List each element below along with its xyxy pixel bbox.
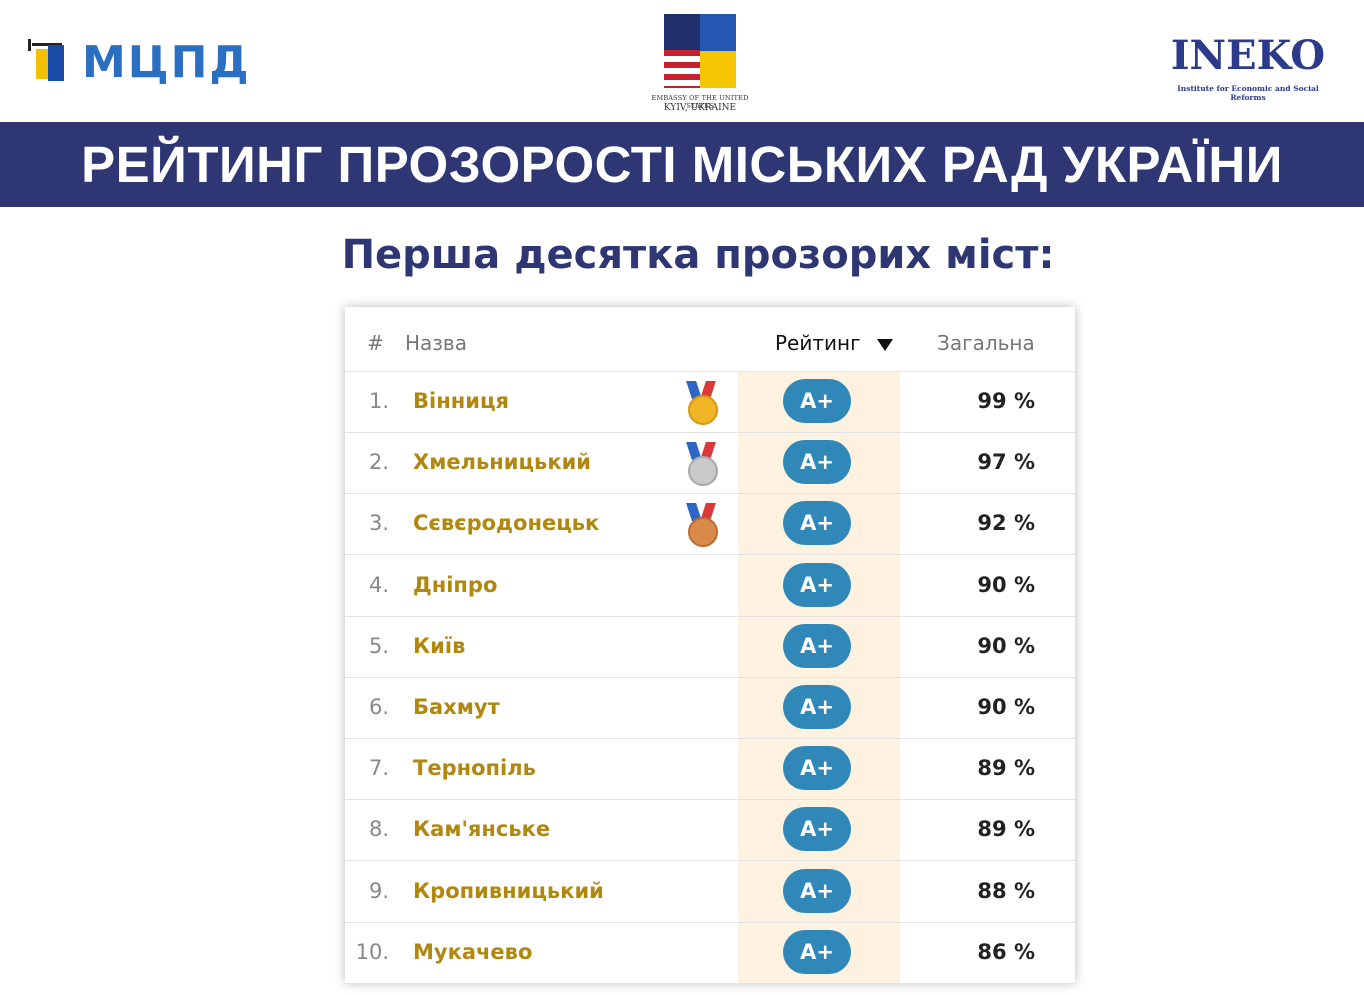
ukraine-flag-icon: [700, 14, 736, 88]
emblem-caption-line1: EMBASSY OF THE UNITED STATES: [651, 94, 749, 110]
row-total-score: 99 %: [977, 389, 1035, 413]
row-rank: 10.: [355, 939, 389, 964]
sort-descending-icon[interactable]: [877, 339, 893, 351]
rating-badge: A+: [783, 685, 851, 729]
row-total-score: 86 %: [977, 939, 1035, 964]
column-header-rank[interactable]: #: [367, 331, 384, 355]
rating-badge: A+: [783, 807, 851, 852]
row-rank: 7.: [368, 756, 389, 781]
row-rank: 8.: [368, 817, 389, 842]
table-row[interactable]: 8. Кам'янське A+ 89 %: [345, 799, 1075, 862]
table-row[interactable]: 9. Кропивницький A+ 88 %: [345, 861, 1075, 923]
row-total-score: 97 %: [977, 450, 1035, 475]
emblem-caption-line2: KYIV, UKRAINE: [663, 103, 737, 113]
row-city-link[interactable]: Сєвєродонецьк: [413, 511, 600, 536]
us-flag-icon: [664, 14, 700, 88]
table-row[interactable]: 1. Вінниця A+ 99 %: [345, 371, 1075, 433]
row-city-link[interactable]: Хмельницький: [413, 450, 592, 475]
table-row[interactable]: 4. Дніпро A+ 90 %: [345, 555, 1075, 617]
row-total-score: 89 %: [977, 756, 1035, 781]
us-embassy-emblem: EMBASSY OF THE UNITED STATES KYIV, UKRAI…: [640, 14, 760, 118]
row-total-score: 92 %: [977, 511, 1035, 536]
bronze-medal-icon: [683, 503, 719, 548]
table-row[interactable]: 5. Київ A+ 90 %: [345, 616, 1075, 678]
row-city-link[interactable]: Тернопіль: [413, 756, 536, 781]
gold-medal-icon: [683, 381, 719, 425]
rating-badge: A+: [783, 929, 851, 974]
row-rank: 6.: [368, 695, 389, 719]
row-total-score: 90 %: [977, 695, 1035, 719]
title-banner: РЕЙТИНГ ПРОЗОРОСТІ МІСЬКИХ РАД УКРАЇНИ: [0, 122, 1364, 207]
row-total-score: 90 %: [977, 572, 1035, 597]
mcpd-logo-text: МЦПД: [82, 36, 251, 88]
row-city-link[interactable]: Київ: [413, 633, 466, 658]
rating-badge: A+: [783, 868, 851, 913]
table-row[interactable]: 10. Мукачево A+ 86 %: [345, 922, 1075, 984]
row-city-link[interactable]: Кам'янське: [413, 817, 551, 842]
ranking-table: # Назва Рейтинг Загальна 1. Вінниця A+ 99 %…: [345, 307, 1075, 984]
row-rank: 5.: [368, 633, 389, 658]
rating-badge: A+: [783, 562, 851, 607]
rating-badge: A+: [783, 440, 851, 485]
column-header-total[interactable]: Загальна: [937, 331, 1035, 355]
ineko-logo[interactable]: INEKO Institute for Economic and Social …: [1160, 32, 1336, 103]
column-header-rating[interactable]: Рейтинг: [775, 331, 861, 355]
row-city-link[interactable]: Вінниця: [413, 389, 509, 413]
page-subtitle: Перша десятка прозорих міст:: [341, 232, 1055, 278]
row-rank: 2.: [368, 450, 389, 475]
banner-title: РЕЙТИНГ ПРОЗОРОСТІ МІСЬКИХ РАД УКРАЇНИ: [81, 136, 1283, 193]
row-city-link[interactable]: Бахмут: [413, 695, 500, 719]
rating-badge: A+: [783, 501, 851, 546]
rating-badge: A+: [783, 623, 851, 668]
table-header: # Назва Рейтинг Загальна: [345, 307, 1075, 372]
table-row[interactable]: 2. Хмельницький A+ 97 %: [345, 432, 1075, 495]
row-rank: 9.: [368, 878, 389, 903]
table-row[interactable]: 7. Тернопіль A+ 89 %: [345, 738, 1075, 801]
table-row[interactable]: 3. Сєвєродонецьк A+ 92 %: [345, 493, 1075, 556]
row-city-link[interactable]: Кропивницький: [413, 878, 604, 903]
rating-badge: A+: [783, 746, 851, 791]
silver-medal-icon: [683, 442, 719, 487]
row-rank: 3.: [368, 511, 389, 536]
row-total-score: 88 %: [977, 878, 1035, 903]
row-city-link[interactable]: Дніпро: [413, 572, 498, 597]
rating-badge: A+: [783, 379, 851, 423]
row-rank: 4.: [368, 572, 389, 597]
row-total-score: 90 %: [977, 633, 1035, 658]
header: МЦПД EMBASSY OF THE UNITED STATES KYIV, …: [0, 0, 1364, 122]
table-row[interactable]: 6. Бахмут A+ 90 %: [345, 677, 1075, 739]
mcpd-logo[interactable]: МЦПД: [26, 34, 251, 90]
row-city-link[interactable]: Мукачево: [413, 939, 533, 964]
row-total-score: 89 %: [977, 817, 1035, 842]
row-rank: 1.: [368, 389, 389, 413]
mcpd-logo-mark-icon: [26, 39, 68, 85]
column-header-name[interactable]: Назва: [405, 331, 467, 355]
ineko-logo-subtitle: Institute for Economic and Social Reform…: [1177, 84, 1319, 102]
ineko-logo-text: INEKO: [1170, 32, 1326, 79]
